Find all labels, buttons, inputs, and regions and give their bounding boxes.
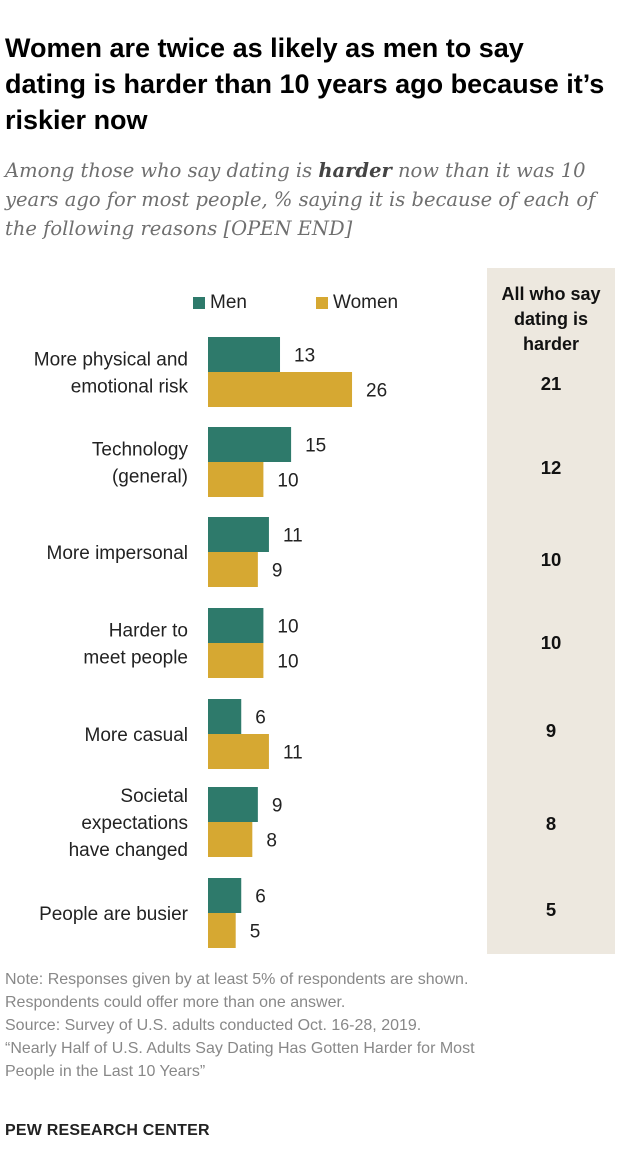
category-label: People are busier: [39, 904, 189, 925]
all-value: 21: [540, 373, 562, 394]
value-label-women: 5: [250, 922, 261, 943]
bar-women: [208, 462, 264, 497]
category-label: More casual: [85, 725, 189, 746]
all-header-line: harder: [522, 334, 580, 354]
all-value: 12: [540, 457, 562, 478]
bar-men: [208, 878, 242, 913]
category-label: have changed: [69, 840, 188, 861]
value-label-women: 10: [277, 652, 298, 673]
bar-women: [208, 822, 253, 857]
chart-title: Women are twice as likely as men to say …: [5, 33, 605, 135]
value-label-women: 8: [266, 831, 277, 852]
source-brand: PEW RESEARCH CENTER: [5, 1122, 210, 1139]
value-label-men: 10: [277, 617, 298, 638]
category-label: Harder to: [109, 621, 188, 642]
bar-men: [208, 608, 264, 643]
note-line: “Nearly Half of U.S. Adults Say Dating H…: [5, 1040, 475, 1057]
value-label-men: 6: [255, 708, 266, 729]
bar-men: [208, 427, 292, 462]
all-header-line: dating is: [513, 309, 588, 329]
bar-men: [208, 517, 269, 552]
bar-women: [208, 372, 353, 407]
all-column-panel: [487, 268, 615, 954]
note-line: People in the Last 10 Years”: [5, 1063, 206, 1080]
category-label: Societal: [120, 786, 188, 807]
subtitle-emphasis: harder: [318, 159, 392, 182]
bar-chart: 13 26 More physical and emotional risk 15 10 T…: [34, 337, 387, 948]
legend-swatch-women: [316, 297, 328, 309]
chart-subtitle: Among those who say dating is harder now…: [5, 156, 615, 243]
value-label-women: 10: [277, 471, 298, 492]
bar-men: [208, 699, 242, 734]
value-label-men: 11: [283, 526, 303, 547]
all-value: 5: [545, 899, 557, 920]
category-label: (general): [112, 467, 188, 488]
all-column-header: All who say dating is harder: [487, 282, 615, 357]
value-label-men: 15: [305, 436, 326, 457]
legend-swatch-men: [193, 297, 205, 309]
legend-women: Women: [316, 292, 398, 314]
value-label-men: 6: [255, 887, 266, 908]
value-label-women: 26: [366, 381, 387, 402]
category-label: expectations: [81, 813, 188, 834]
bar-women: [208, 734, 269, 769]
all-value: 8: [545, 813, 557, 834]
note-line: Respondents could offer more than one an…: [5, 994, 346, 1011]
note-line: Note: Responses given by at least 5% of …: [5, 971, 469, 988]
value-label-women: 9: [272, 561, 283, 582]
legend-men: Men: [193, 292, 247, 314]
legend-label-women: Women: [333, 292, 399, 313]
category-label: Technology: [92, 440, 189, 461]
category-label: More impersonal: [47, 543, 189, 564]
legend-label-men: Men: [210, 292, 247, 313]
category-label: emotional risk: [71, 377, 189, 398]
category-label: More physical and: [34, 350, 188, 371]
all-value: 10: [540, 549, 562, 570]
bar-women: [208, 643, 264, 678]
subtitle-part-1: Among those who say dating is: [5, 159, 319, 182]
subtitle-part-2: now than it was 10 years ago for most pe…: [5, 159, 596, 240]
bar-men: [208, 337, 281, 372]
all-header-line: All who say: [501, 284, 601, 304]
chart-notes: Note: Responses given by at least 5% of …: [5, 968, 615, 1083]
bar-women: [208, 552, 258, 587]
value-label-women: 11: [283, 743, 303, 764]
note-line: Source: Survey of U.S. adults conducted …: [5, 1017, 422, 1034]
category-label: meet people: [83, 648, 188, 669]
value-label-men: 13: [294, 346, 315, 367]
bar-men: [208, 787, 258, 822]
bar-women: [208, 913, 236, 948]
value-label-men: 9: [272, 796, 283, 817]
all-value: 9: [545, 720, 557, 741]
all-value: 10: [540, 632, 562, 653]
